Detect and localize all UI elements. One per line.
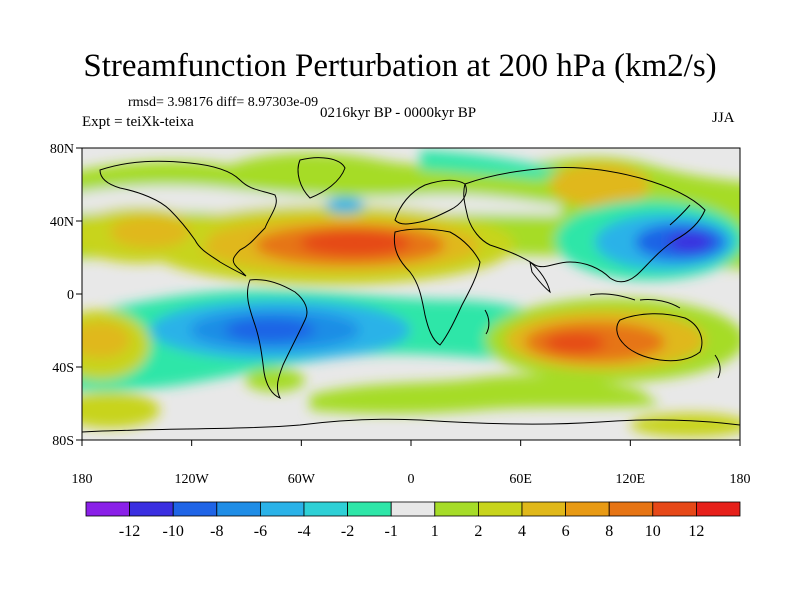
longitude-axis: 180 120W 60W 0 60E 120E 180 — [72, 440, 751, 487]
lat-tick-label: 0 — [67, 288, 74, 303]
contour-positive-weddell-sea — [82, 392, 160, 428]
colorbar-swatch — [347, 501, 392, 517]
colorbar-label: 4 — [518, 523, 526, 540]
coastline-antarctica — [82, 418, 740, 433]
lon-tick-label: 120W — [175, 472, 210, 487]
lon-tick-label: 180 — [730, 472, 751, 487]
colorbar-label: 8 — [605, 523, 613, 540]
contour-positive-south-pacific-core — [82, 322, 130, 358]
colorbar-swatch — [259, 501, 305, 517]
contour-negative-north-atlantic — [325, 197, 365, 213]
season-label: JJA — [712, 110, 735, 126]
coastline-india — [529, 260, 551, 294]
coastline-australia — [616, 313, 703, 362]
coastline-europe — [394, 179, 467, 225]
lon-tick-label: 120E — [616, 472, 646, 487]
stats-label: rmsd= 3.98176 diff= 8.97303e-09 — [128, 95, 319, 110]
coastline-asia — [463, 167, 706, 283]
lat-tick-label: 80S — [52, 434, 74, 449]
chart-title: Streamfunction Perturbation at 200 hPa (… — [83, 48, 717, 84]
contour-band-positive-southern-ocean — [310, 375, 660, 414]
colorbar-swatch — [172, 501, 218, 517]
contour-fields — [82, 150, 740, 437]
experiment-label: Expt = teiXk-teixa — [82, 114, 194, 130]
coastline-new-zealand — [714, 354, 721, 379]
coastlines — [82, 157, 740, 433]
colorbar-swatch — [216, 501, 261, 517]
coastline-japan — [669, 204, 691, 226]
lon-tick-label: 60E — [509, 472, 532, 487]
coastline-greenland — [297, 157, 346, 199]
contour-positive-south-america — [245, 368, 305, 392]
lat-tick-label: 40S — [52, 361, 74, 376]
contour-negative-south-atlantic-peak — [225, 318, 315, 342]
colorbar-swatch — [696, 501, 741, 517]
colorbar-label: -4 — [297, 523, 310, 540]
coastline-north-america — [99, 160, 277, 277]
period-label: 0216kyr BP - 0000kyr BP — [320, 105, 477, 121]
colorbar-label: -1 — [385, 523, 398, 540]
colorbar-label: 10 — [645, 523, 661, 540]
colorbar-label: -6 — [254, 523, 267, 540]
colorbar-label: 12 — [688, 523, 704, 540]
lat-tick-label: 40N — [50, 215, 74, 230]
contour-positive-indian-ocean-peak — [545, 333, 605, 353]
colorbar-label: -10 — [163, 523, 184, 540]
colorbar-swatch — [303, 501, 348, 517]
lon-tick-label: 60W — [288, 472, 316, 487]
lon-tick-label: 0 — [408, 472, 415, 487]
colorbar-swatch — [85, 501, 130, 517]
coastline-madagascar — [484, 309, 490, 335]
colorbar-swatch — [129, 501, 174, 517]
contour-negative-arctic — [420, 150, 560, 180]
colorbar-swatch — [477, 501, 523, 517]
latitude-axis: 80N 40N 0 40S 80S — [50, 142, 82, 449]
colorbar-label: -8 — [210, 523, 223, 540]
colorbar-swatch — [390, 501, 436, 517]
colorbar-swatch — [434, 501, 479, 517]
colorbar-label: 6 — [562, 523, 570, 540]
coastline-africa — [393, 228, 481, 346]
coastline-south-america — [247, 279, 308, 399]
colorbar: -12 -10 -8 -6 -4 -2 -1 1 2 4 6 8 10 12 — [85, 501, 741, 540]
contour-band-neutral — [82, 185, 560, 217]
colorbar-label: 2 — [474, 523, 482, 540]
coastline-indonesia — [589, 293, 681, 309]
colorbar-swatch — [608, 501, 654, 517]
colorbar-swatch — [652, 501, 697, 517]
contour-positive-ross-sea — [630, 413, 740, 437]
contour-positive-east-pacific-core — [110, 216, 190, 248]
colorbar-label: -2 — [341, 523, 354, 540]
lon-tick-label: 180 — [72, 472, 93, 487]
lat-tick-label: 80N — [50, 142, 74, 157]
contour-negative-north-pacific-peak — [668, 232, 712, 252]
colorbar-label: -12 — [119, 523, 140, 540]
map-panel — [81, 147, 741, 441]
colorbar-swatch — [565, 501, 610, 517]
colorbar-label: 1 — [431, 523, 439, 540]
colorbar-swatch — [521, 501, 566, 517]
contour-positive-atlantic-max — [300, 230, 410, 256]
